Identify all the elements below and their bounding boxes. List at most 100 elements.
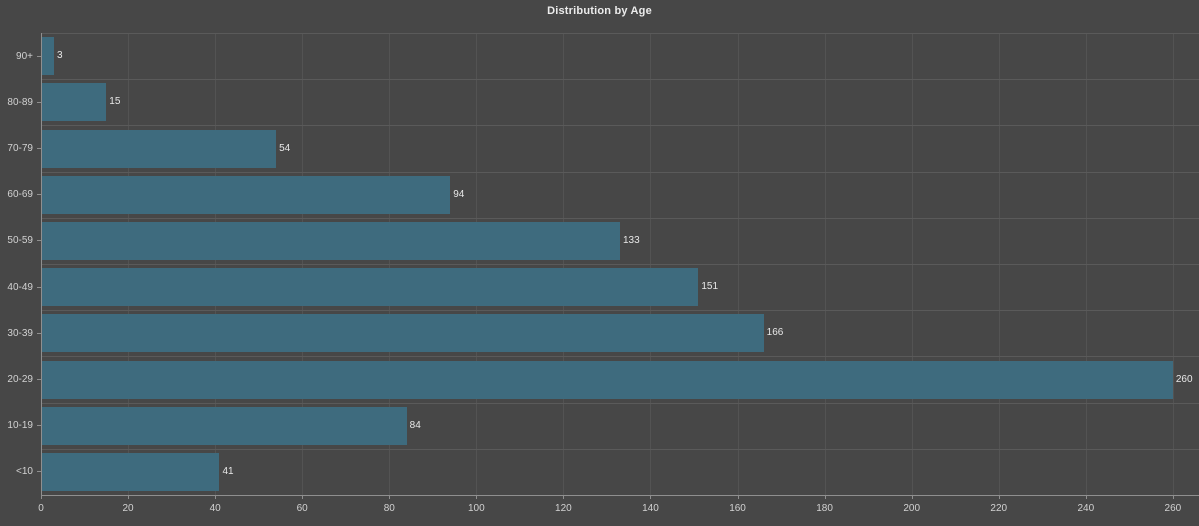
- y-tick-label: 50-59: [7, 235, 33, 247]
- x-tick-mark: [302, 495, 304, 499]
- y-tick-row: 70-79: [0, 125, 41, 171]
- x-tick-label: 240: [1077, 503, 1095, 514]
- y-tick-row: 50-59: [0, 218, 41, 264]
- y-tick-label: 90+: [16, 50, 33, 62]
- y-tick-mark: [37, 101, 41, 103]
- y-tick-row: <10: [0, 449, 41, 495]
- bar-row: 3: [41, 33, 1199, 79]
- y-tick-label: 70-79: [7, 143, 33, 154]
- x-tick-mark: [563, 495, 565, 499]
- bar-value-label: 41: [222, 465, 234, 477]
- bar-row: 260: [41, 356, 1199, 402]
- bar-60-69[interactable]: [41, 175, 451, 214]
- x-tick-mark: [737, 495, 739, 499]
- y-tick-label: 60-69: [7, 189, 33, 201]
- x-tick-label: 0: [38, 503, 44, 514]
- bar-value-label: 84: [409, 419, 421, 431]
- x-tick-mark: [128, 495, 130, 499]
- bar-row: 84: [41, 403, 1199, 449]
- y-tick-mark: [37, 240, 41, 242]
- bar-value-label: 15: [109, 96, 121, 108]
- y-tick-row: 30-39: [0, 310, 41, 356]
- y-tick-row: 10-19: [0, 403, 41, 449]
- bar-row: 94: [41, 172, 1199, 218]
- y-tick-row: 90+: [0, 33, 41, 79]
- bar-row: 151: [41, 264, 1199, 310]
- x-tick-mark: [1172, 495, 1174, 499]
- x-axis-labels: 0 20 40 60 80 100 120 140 160 180 200 220 240 260: [38, 495, 1199, 526]
- y-tick-row: 60-69: [0, 172, 41, 218]
- y-tick-mark: [37, 55, 41, 57]
- bar-value-label: 94: [453, 188, 465, 200]
- bar-80-89[interactable]: [41, 83, 107, 122]
- y-tick-mark: [37, 379, 41, 381]
- bar-30-39[interactable]: [41, 314, 764, 353]
- y-tick-mark: [37, 425, 41, 427]
- y-tick-label: <10: [16, 466, 33, 478]
- y-axis-labels: 90+ 80-89 70-79 60-69 50-59 40-49 30-39 20-29 10…: [0, 33, 41, 495]
- bar-10-19[interactable]: [41, 406, 407, 445]
- x-tick-mark: [215, 495, 217, 499]
- bar-row: 15: [41, 79, 1199, 125]
- y-tick-mark: [37, 471, 41, 473]
- bar-rows: 3 15 54 94 133 151 166 260 84 41: [41, 33, 1199, 495]
- y-tick-mark: [37, 148, 41, 149]
- y-tick-row: 80-89: [0, 79, 41, 125]
- x-tick-label: 120: [555, 503, 572, 514]
- x-tick-label: 260: [1164, 503, 1182, 514]
- y-tick-label: 30-39: [7, 327, 33, 339]
- x-tick-label: 140: [642, 503, 659, 514]
- horizontal-gridline: [41, 171, 1199, 173]
- y-tick-label: 10-19: [7, 420, 33, 432]
- x-tick-mark: [998, 495, 1000, 499]
- horizontal-gridline: [41, 356, 1199, 358]
- horizontal-gridline: [41, 79, 1199, 81]
- horizontal-gridline: [41, 33, 1199, 34]
- bar-value-label: 151: [701, 281, 719, 293]
- bar-row: 41: [41, 449, 1199, 495]
- y-tick-row: 20-29: [0, 356, 41, 402]
- y-tick-label: 80-89: [7, 96, 33, 108]
- bar-value-label: 54: [279, 142, 291, 154]
- y-tick-mark: [37, 332, 41, 334]
- bar-70-79[interactable]: [41, 129, 277, 168]
- y-tick-row: 40-49: [0, 264, 41, 310]
- y-axis-line: [41, 33, 42, 495]
- bar-value-label: 133: [623, 234, 640, 246]
- bar-row: 54: [41, 125, 1199, 171]
- bar-value-label: 166: [766, 327, 784, 339]
- plot-area: 3 15 54 94 133 151 166 260 84 41: [41, 33, 1199, 496]
- x-tick-mark: [476, 495, 478, 499]
- x-tick-mark: [41, 495, 42, 499]
- x-tick-mark: [911, 495, 913, 499]
- y-tick-mark: [37, 194, 41, 196]
- horizontal-gridline: [41, 264, 1199, 265]
- bar-<10[interactable]: [41, 452, 220, 491]
- bar-40-49[interactable]: [41, 268, 699, 307]
- x-tick-label: 20: [122, 503, 134, 514]
- x-tick-label: 160: [729, 503, 746, 514]
- bar-value-label: 260: [1175, 373, 1193, 385]
- x-tick-mark: [824, 495, 826, 499]
- y-tick-label: 20-29: [7, 374, 33, 386]
- x-tick-label: 220: [990, 503, 1008, 514]
- bar-50-59[interactable]: [41, 221, 620, 260]
- chart-title: Distribution by Age: [547, 5, 652, 17]
- x-tick-label: 180: [816, 503, 833, 514]
- x-tick-label: 60: [296, 503, 308, 514]
- bar-row: 133: [41, 218, 1199, 264]
- horizontal-gridline: [41, 310, 1199, 312]
- bar-90+[interactable]: [41, 37, 55, 76]
- bar-row: 166: [41, 310, 1199, 356]
- bar-20-29[interactable]: [41, 360, 1173, 399]
- y-tick-label: 40-49: [7, 281, 33, 293]
- x-tick-mark: [1085, 495, 1087, 499]
- x-axis-line: [41, 495, 1199, 496]
- x-tick-label: 80: [383, 503, 395, 514]
- x-tick-label: 200: [903, 503, 921, 514]
- horizontal-gridline: [41, 402, 1199, 404]
- horizontal-gridline: [41, 125, 1199, 127]
- x-tick-label: 40: [209, 503, 221, 514]
- bar-value-label: 3: [57, 50, 63, 62]
